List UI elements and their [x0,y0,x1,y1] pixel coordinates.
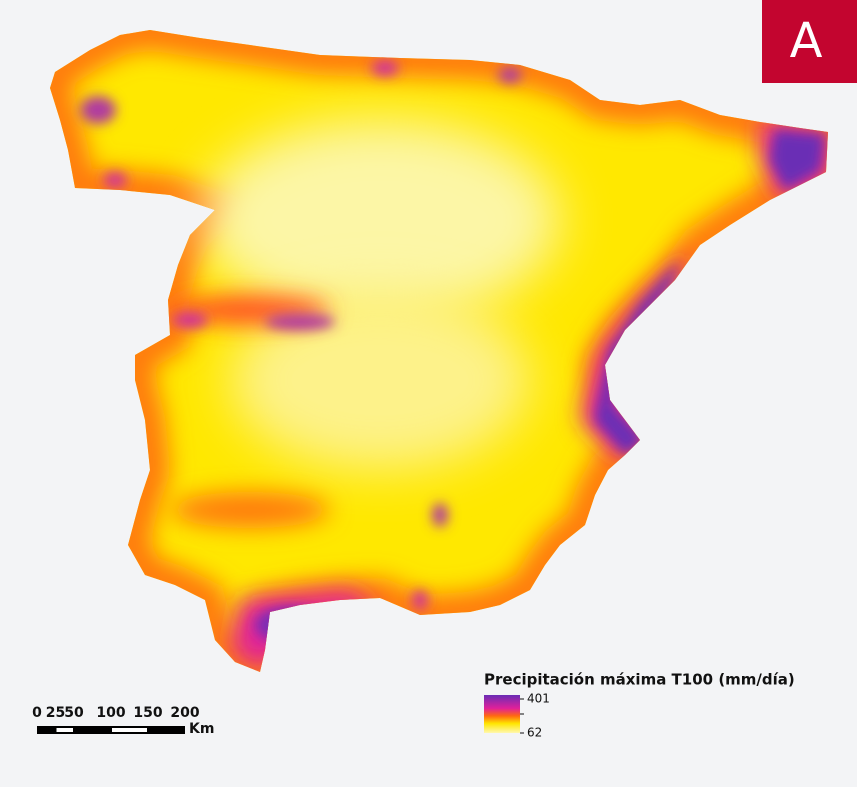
legend-value: 62 [527,726,542,740]
scale-bar-segment [56,728,73,732]
scale-bar-unit: Km [189,721,214,737]
scale-bar-label: 25 [46,705,65,721]
scale-bar-frame [37,726,185,734]
legend-ramp [484,695,520,733]
scale-bar-segment [149,728,184,732]
scale-bar-label: 200 [170,705,199,721]
scale-bar-label: 150 [133,705,162,721]
scale-bar-label: 100 [96,705,125,721]
scale-bar-segment [38,728,55,732]
scale-bar-label: 0 [32,705,42,721]
legend-title: Precipitación máxima T100 (mm/día) [484,671,795,689]
scale-bar-segment [112,728,147,732]
legend-value: 401 [527,692,550,706]
badge-label: A [790,13,823,69]
scale-bar-segment [75,728,110,732]
legend-labels: 401 62 [520,692,550,740]
scale-bar-label: 50 [64,705,84,721]
badge-box [762,0,857,83]
